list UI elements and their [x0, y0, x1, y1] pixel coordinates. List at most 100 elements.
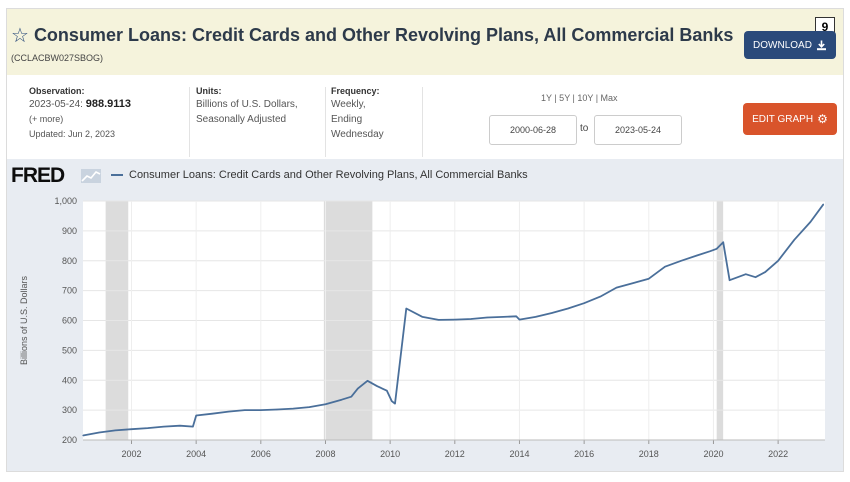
series-line: [82, 203, 825, 437]
download-label: DOWNLOAD: [753, 39, 812, 51]
data-point: [421, 316, 424, 318]
x-tick-label: 2002: [121, 449, 141, 459]
data-point: [777, 260, 779, 262]
chart-legend: Consumer Loans: Credit Cards and Other R…: [111, 169, 528, 181]
data-point: [615, 287, 618, 289]
frequency-block: Frequency: Weekly, Ending Wednesday: [331, 85, 421, 142]
data-point: [551, 312, 553, 314]
x-tick-label: 2020: [703, 449, 723, 459]
legend-label: Consumer Loans: Credit Cards and Other R…: [129, 169, 528, 181]
data-point: [716, 248, 718, 250]
data-point: [405, 307, 407, 310]
data-point: [648, 278, 650, 280]
data-point: [518, 319, 521, 321]
data-point: [195, 414, 197, 417]
data-point: [386, 390, 388, 392]
frequency-label: Frequency:: [331, 86, 380, 96]
data-point: [376, 385, 378, 387]
data-point: [163, 425, 165, 428]
end-date-input[interactable]: 2023-05-24: [594, 115, 682, 145]
units-line-1: Billions of U.S. Dollars,: [196, 99, 298, 110]
y-tick-label: 600: [62, 316, 77, 326]
more-link[interactable]: (+ more): [29, 114, 64, 124]
data-point: [82, 434, 84, 437]
line-chart: 200 300 400 500 600 700 800 900 1,000 2002 2004 200…: [19, 196, 825, 459]
data-point: [179, 425, 181, 427]
data-point: [515, 315, 517, 317]
data-point: [722, 241, 724, 243]
observation-line: 2023-05-24: 988.9113: [29, 97, 189, 112]
data-point: [227, 411, 230, 413]
data-point: [324, 403, 327, 405]
fred-logo: FRED: [11, 164, 65, 187]
data-point: [709, 250, 711, 252]
frequency-line-3: Wednesday: [331, 129, 384, 140]
x-tick-label: 2010: [380, 449, 400, 459]
data-point: [664, 266, 666, 268]
y-tick-label: 500: [62, 345, 77, 355]
header: ☆ Consumer Loans: Credit Cards and Other…: [7, 9, 843, 75]
data-point: [130, 428, 133, 430]
data-point: [822, 203, 824, 205]
start-date-input[interactable]: 2000-06-28: [489, 115, 577, 145]
units-label: Units:: [196, 86, 222, 96]
legend-swatch: [111, 174, 123, 176]
data-point: [357, 388, 359, 390]
data-point: [599, 296, 601, 298]
edit-graph-label: EDIT GRAPH: [752, 113, 814, 125]
divider: [325, 87, 326, 157]
data-point: [583, 302, 585, 304]
data-point: [98, 431, 100, 434]
fred-panel: ☆ Consumer Loans: Credit Cards and Other…: [6, 8, 844, 472]
data-point: [567, 307, 569, 310]
frequency-line-1: Weekly,: [331, 99, 366, 110]
y-tick-label: 300: [62, 405, 77, 415]
data-point: [535, 316, 537, 318]
y-tick-label: 800: [62, 256, 77, 266]
chart-area: FRED Consumer Loans: Credit Cards and Ot…: [7, 159, 843, 471]
data-point: [793, 239, 795, 241]
data-point: [366, 380, 369, 382]
star-icon[interactable]: ☆: [11, 24, 29, 47]
data-point: [292, 408, 294, 410]
data-point: [147, 427, 149, 429]
data-point: [680, 260, 682, 262]
x-tick-label: 2008: [315, 449, 335, 459]
data-point: [745, 273, 747, 275]
x-tick-label: 2014: [509, 449, 529, 459]
observation-block: Observation: 2023-05-24: 988.9113 (+ mor…: [29, 85, 189, 142]
data-point: [502, 316, 504, 318]
data-point: [350, 396, 352, 398]
data-point: [391, 400, 393, 402]
observation-label: Observation:: [29, 86, 85, 96]
series-id: (CCLACBW027SBOG): [11, 53, 104, 63]
data-point: [260, 409, 262, 411]
title-row: ☆ Consumer Loans: Credit Cards and Other…: [11, 25, 733, 46]
download-button[interactable]: DOWNLOAD: [744, 31, 836, 59]
y-tick-label: 900: [62, 226, 77, 236]
data-point: [211, 413, 213, 415]
observation-value: 988.9113: [85, 98, 131, 110]
y-tick-label: 700: [62, 286, 77, 296]
y-axis-label: Billions of U.S. Dollars: [19, 275, 29, 365]
data-point: [438, 319, 440, 321]
data-point: [308, 406, 310, 408]
series-meta: Observation: 2023-05-24: 988.9113 (+ mor…: [7, 75, 843, 159]
edit-graph-button[interactable]: EDIT GRAPH ⚙: [743, 103, 837, 135]
data-point: [454, 319, 456, 321]
data-point: [754, 276, 757, 278]
range-selector[interactable]: 1Y | 5Y | 10Y | Max: [541, 93, 618, 103]
data-point: [276, 408, 278, 411]
page-title: Consumer Loans: Credit Cards and Other R…: [33, 25, 734, 45]
x-tick-label: 2006: [251, 449, 271, 459]
units-line-2: Seasonally Adjusted: [196, 114, 287, 125]
to-label: to: [580, 123, 589, 134]
x-tick-label: 2016: [574, 449, 594, 459]
data-point: [114, 429, 116, 432]
data-point: [764, 271, 766, 273]
data-point: [809, 221, 812, 223]
x-tick-label: 2004: [186, 449, 206, 459]
x-tick-label: 2018: [639, 449, 659, 459]
data-point: [192, 425, 194, 428]
updated-date: Updated: Jun 2, 2023: [29, 129, 116, 139]
